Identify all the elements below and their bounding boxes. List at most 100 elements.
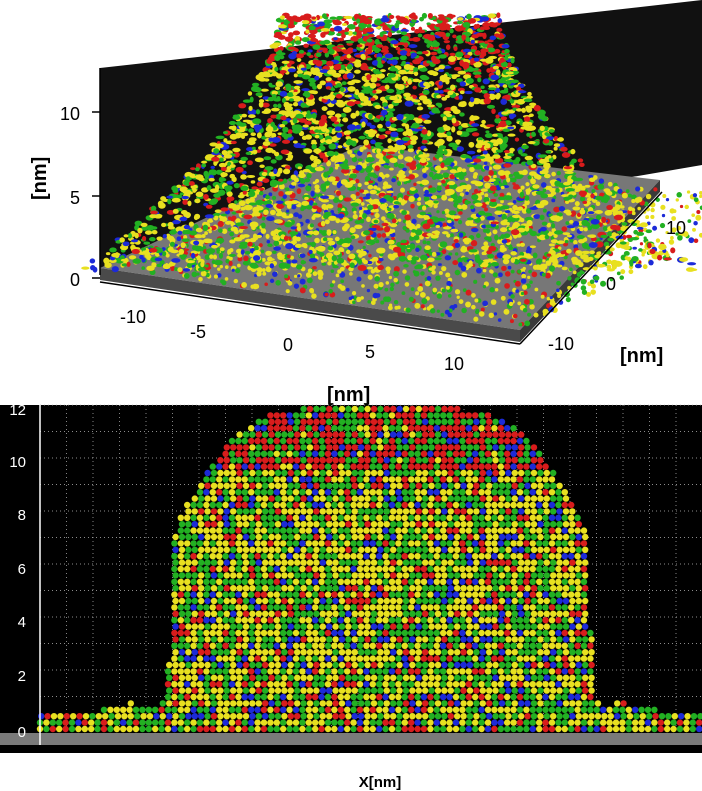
island-atom xyxy=(302,124,309,128)
surface-atom xyxy=(465,177,469,182)
island-atom xyxy=(497,18,502,24)
island-atom xyxy=(553,143,561,147)
surface-atom xyxy=(441,249,447,255)
island-atom xyxy=(544,132,549,136)
island-atom xyxy=(367,184,374,190)
atom-sphere xyxy=(190,629,197,637)
island-atom xyxy=(123,234,129,238)
island-atom xyxy=(419,16,425,22)
atom-sphere xyxy=(145,719,152,726)
surface-atom xyxy=(368,253,372,258)
island-atom xyxy=(167,198,172,205)
island-atom xyxy=(312,71,321,76)
surface-atom xyxy=(350,295,355,299)
island-atom xyxy=(89,258,96,264)
atom-sphere xyxy=(184,514,191,521)
island-atom xyxy=(281,60,290,64)
island-atom xyxy=(341,242,350,248)
surface-atom xyxy=(345,249,351,255)
island-atom xyxy=(500,98,508,105)
island-atom xyxy=(572,220,580,227)
island-atom xyxy=(503,195,513,201)
island-atom xyxy=(341,168,350,174)
atom-sphere xyxy=(190,719,197,726)
atom-sphere xyxy=(210,546,218,553)
atom-sphere xyxy=(100,725,108,733)
island-atom xyxy=(378,128,386,132)
island-atom xyxy=(401,17,409,24)
island-atom xyxy=(153,214,163,219)
island-atom xyxy=(423,119,432,124)
surface-atom xyxy=(441,194,448,201)
surface-atom xyxy=(635,186,641,192)
surface-atom xyxy=(264,282,268,287)
surface-atom xyxy=(403,194,410,201)
island-atom xyxy=(286,92,295,97)
atom-sphere xyxy=(178,521,186,528)
island-atom xyxy=(333,37,338,41)
atom-sphere xyxy=(81,719,89,726)
island-atom xyxy=(424,245,431,250)
atom-sphere xyxy=(178,713,186,720)
top-x-axis-label: [nm] xyxy=(327,385,370,406)
island-atom xyxy=(213,259,223,266)
surface-atom xyxy=(493,312,498,316)
surface-atom xyxy=(416,223,421,229)
island-atom xyxy=(380,109,388,116)
island-atom xyxy=(327,240,336,246)
atom-sphere xyxy=(184,642,191,649)
surface-atom xyxy=(465,301,471,308)
island-atom xyxy=(524,216,534,222)
surface-atom xyxy=(542,188,547,193)
surface-atom xyxy=(219,264,224,269)
atom-sphere xyxy=(178,661,186,669)
surface-atom xyxy=(335,273,340,278)
island-atom xyxy=(622,234,627,240)
island-atom xyxy=(470,213,478,219)
island-atom xyxy=(565,187,575,192)
island-atom xyxy=(422,98,432,105)
surface-atom xyxy=(637,206,641,211)
surface-atom xyxy=(436,309,441,313)
island-atom xyxy=(269,181,278,188)
surface-atom xyxy=(550,236,555,240)
x-tick-label-5: 5 xyxy=(365,342,375,362)
island-atom xyxy=(323,19,333,24)
atom-sphere xyxy=(38,713,45,720)
island-atom xyxy=(306,52,312,57)
island-atom xyxy=(255,87,262,93)
island-atom xyxy=(276,200,284,204)
surface-atom xyxy=(351,291,357,296)
island-atom xyxy=(422,89,430,95)
atom-sphere xyxy=(145,706,152,713)
island-atom xyxy=(430,234,439,239)
atom-sphere xyxy=(164,706,172,713)
island-atom xyxy=(262,141,271,147)
island-atom xyxy=(287,129,293,134)
atom-sphere xyxy=(166,687,173,694)
atom-sphere xyxy=(210,674,218,681)
island-atom xyxy=(532,184,540,189)
island-atom xyxy=(358,22,368,29)
surface-atom xyxy=(660,204,666,210)
surface-atom xyxy=(432,287,438,293)
island-atom xyxy=(226,191,233,197)
island-atom xyxy=(403,264,409,268)
island-atom xyxy=(328,215,337,221)
island-atom xyxy=(388,103,394,109)
island-atom xyxy=(166,195,173,199)
atom-sphere xyxy=(184,591,191,598)
island-atom xyxy=(521,144,529,150)
atom-sphere xyxy=(209,591,216,598)
island-atom xyxy=(527,175,532,180)
island-atom xyxy=(413,71,419,77)
atom-sphere xyxy=(185,636,192,643)
atom-sphere xyxy=(184,527,191,534)
island-atom xyxy=(332,64,342,71)
island-atom xyxy=(589,250,595,255)
surface-atom xyxy=(589,279,595,285)
surface-atom xyxy=(216,247,221,252)
atom-sphere xyxy=(198,572,205,579)
surface-atom xyxy=(590,283,596,289)
surface-atom xyxy=(461,307,467,314)
